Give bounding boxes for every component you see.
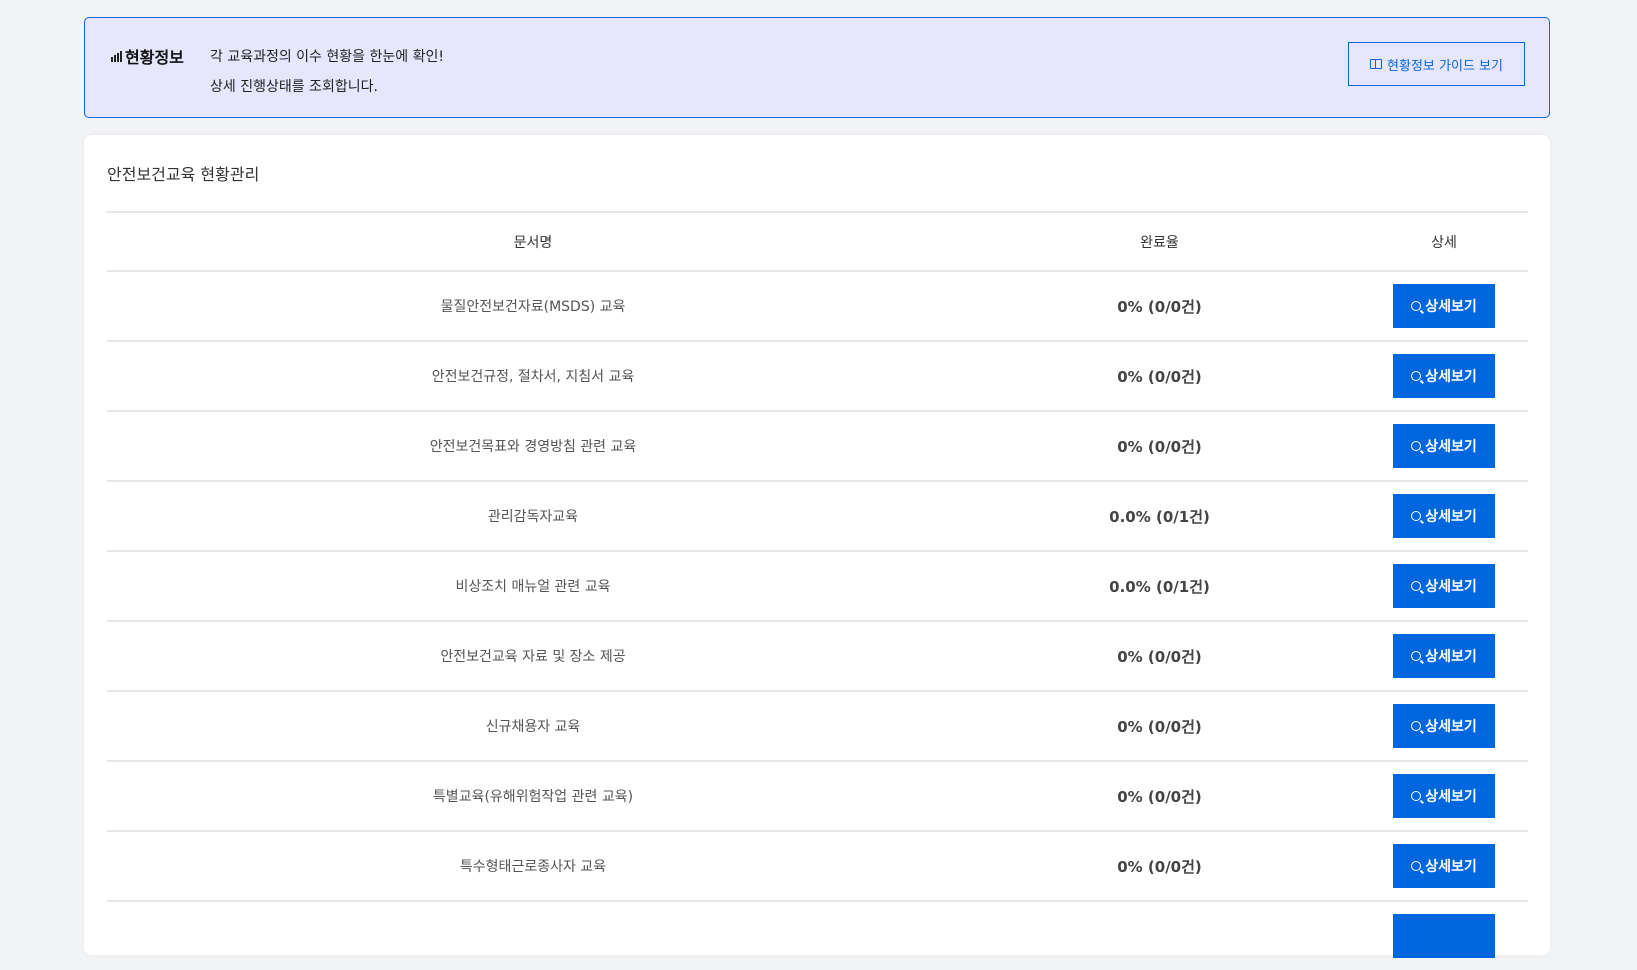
detail-button-label: 상세보기 (1425, 719, 1477, 735)
completion-rate: 0% (0/0건) (1117, 437, 1202, 456)
banner-label: 현황정보 (111, 44, 184, 68)
header-detail: 상세 (1431, 234, 1457, 251)
table-row-partial (107, 900, 1528, 970)
document-name: 특수형태근로종사자 교육 (459, 859, 607, 875)
document-name: 신규채용자 교육 (485, 719, 581, 735)
header-rate: 완료율 (1140, 234, 1179, 251)
search-icon (1411, 371, 1422, 381)
table-row: 물질안전보건자료(MSDS) 교육 0% (0/0건) 상세보기 (107, 270, 1528, 340)
completion-rate: 0% (0/0건) (1117, 647, 1202, 666)
table-row: 신규채용자 교육 0% (0/0건) 상세보기 (107, 690, 1528, 760)
completion-rate: 0% (0/0건) (1117, 367, 1202, 386)
search-icon (1411, 791, 1422, 801)
banner-description: 각 교육과정의 이수 현황을 한눈에 확인! 상세 진행상태를 조회합니다. (210, 42, 444, 102)
completion-rate: 0% (0/0건) (1117, 717, 1202, 736)
document-name: 안전보건규정, 절차서, 지침서 교육 (431, 369, 635, 385)
guide-button-label: 현황정보 가이드 보기 (1387, 58, 1503, 74)
book-icon (1370, 59, 1383, 69)
detail-button[interactable]: 상세보기 (1393, 634, 1495, 678)
table-row: 안전보건규정, 절차서, 지침서 교육 0% (0/0건) 상세보기 (107, 340, 1528, 410)
detail-button[interactable]: 상세보기 (1393, 354, 1495, 398)
detail-button-label: 상세보기 (1425, 509, 1477, 525)
detail-button[interactable] (1393, 914, 1495, 958)
document-name: 물질안전보건자료(MSDS) 교육 (440, 299, 626, 315)
table-row: 특수형태근로종사자 교육 0% (0/0건) 상세보기 (107, 830, 1528, 900)
detail-button[interactable]: 상세보기 (1393, 564, 1495, 608)
table-row: 관리감독자교육 0.0% (0/1건) 상세보기 (107, 480, 1528, 550)
table-row: 비상조치 매뉴얼 관련 교육 0.0% (0/1건) 상세보기 (107, 550, 1528, 620)
table-header: 문서명 완료율 상세 (107, 211, 1528, 270)
status-table: 문서명 완료율 상세 물질안전보건자료(MSDS) 교육 0% (0/0건) 상… (107, 211, 1528, 970)
bar-chart-icon (111, 50, 122, 62)
detail-button-label: 상세보기 (1425, 369, 1477, 385)
document-name: 관리감독자교육 (487, 509, 579, 525)
banner-line-2: 상세 진행상태를 조회합니다. (210, 79, 378, 95)
table-row: 안전보건교육 자료 및 장소 제공 0% (0/0건) 상세보기 (107, 620, 1528, 690)
info-banner: 현황정보 각 교육과정의 이수 현황을 한눈에 확인! 상세 진행상태를 조회합… (84, 17, 1550, 118)
detail-button[interactable]: 상세보기 (1393, 284, 1495, 328)
completion-rate: 0.0% (0/1건) (1109, 507, 1210, 526)
document-name: 비상조치 매뉴얼 관련 교육 (455, 579, 611, 595)
search-icon (1411, 441, 1422, 451)
completion-rate: 0% (0/0건) (1117, 857, 1202, 876)
detail-button-label: 상세보기 (1425, 299, 1477, 315)
document-name: 안전보건목표와 경영방침 관련 교육 (429, 439, 637, 455)
document-name: 특별교육(유해위험작업 관련 교육) (432, 789, 634, 805)
detail-button[interactable]: 상세보기 (1393, 424, 1495, 468)
detail-button[interactable]: 상세보기 (1393, 774, 1495, 818)
detail-button-label: 상세보기 (1425, 649, 1477, 665)
search-icon (1411, 511, 1422, 521)
table-row: 안전보건목표와 경영방침 관련 교육 0% (0/0건) 상세보기 (107, 410, 1528, 480)
completion-rate: 0% (0/0건) (1117, 297, 1202, 316)
detail-button[interactable]: 상세보기 (1393, 844, 1495, 888)
detail-button-label: 상세보기 (1425, 439, 1477, 455)
header-document: 문서명 (513, 234, 553, 251)
detail-button-label: 상세보기 (1425, 789, 1477, 805)
banner-line-1: 각 교육과정의 이수 현황을 한눈에 확인! (210, 49, 444, 65)
document-name: 안전보건교육 자료 및 장소 제공 (440, 649, 626, 665)
search-icon (1411, 721, 1422, 731)
section-title: 안전보건교육 현황관리 (107, 165, 260, 184)
completion-rate: 0% (0/0건) (1117, 787, 1202, 806)
completion-rate: 0.0% (0/1건) (1109, 577, 1210, 596)
search-icon (1411, 651, 1422, 661)
detail-button[interactable]: 상세보기 (1393, 704, 1495, 748)
detail-button-label: 상세보기 (1425, 579, 1477, 595)
guide-button[interactable]: 현황정보 가이드 보기 (1348, 42, 1525, 86)
status-card: 안전보건교육 현황관리 문서명 완료율 상세 물질안전보건자료(MSDS) 교육… (84, 135, 1550, 958)
banner-label-text: 현황정보 (125, 48, 184, 67)
detail-button-label: 상세보기 (1425, 859, 1477, 875)
detail-button[interactable]: 상세보기 (1393, 494, 1495, 538)
search-icon (1411, 301, 1422, 311)
search-icon (1411, 581, 1422, 591)
table-row: 특별교육(유해위험작업 관련 교육) 0% (0/0건) 상세보기 (107, 760, 1528, 830)
search-icon (1411, 861, 1422, 871)
